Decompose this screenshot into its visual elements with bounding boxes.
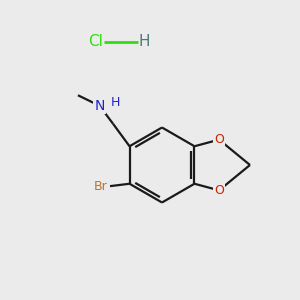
Text: Cl: Cl [88,34,104,50]
Text: H: H [138,34,150,50]
Text: Br: Br [94,180,108,193]
Text: O: O [214,133,224,146]
Text: N: N [94,99,105,113]
Text: O: O [214,184,224,197]
Text: H: H [110,96,120,109]
